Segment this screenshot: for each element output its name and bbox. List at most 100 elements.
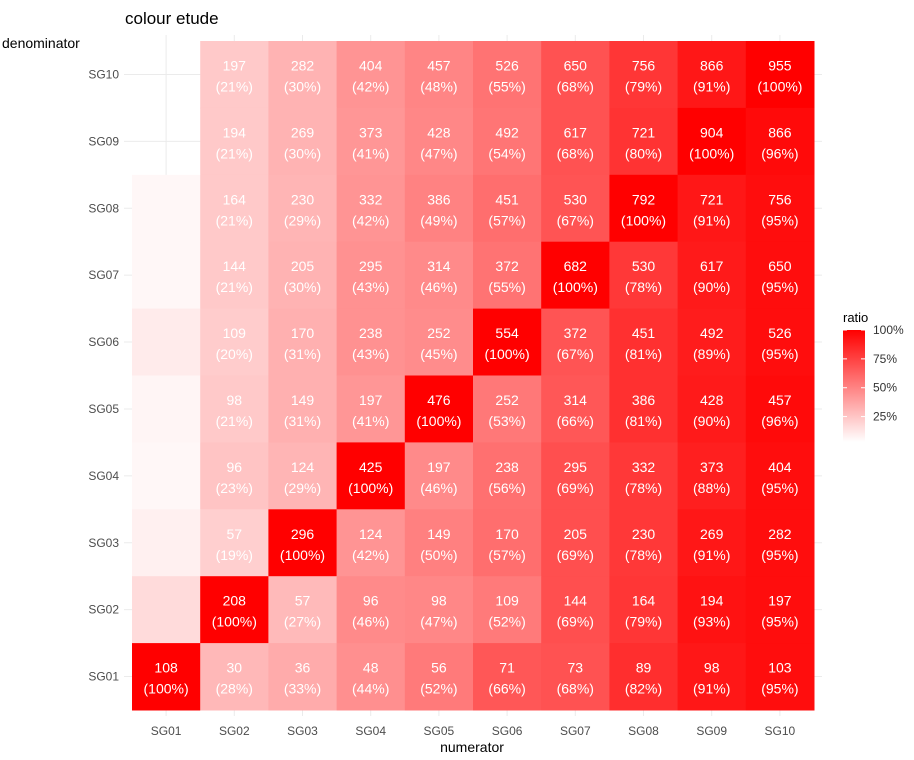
cell-value-label: 457 <box>768 392 792 408</box>
heatmap-cell <box>336 643 406 711</box>
cell-ratio-label: (68%) <box>557 145 594 161</box>
cell-ratio-label: (21%) <box>216 145 253 161</box>
cell-ratio-label: (56%) <box>488 480 525 496</box>
cell-value-label: 451 <box>495 191 519 207</box>
x-tick-label: SG04 <box>355 724 386 738</box>
cell-value-label: 252 <box>427 325 451 341</box>
heatmap-cell <box>677 241 747 310</box>
cell-ratio-label: (50%) <box>420 547 457 563</box>
cell-value-label: 269 <box>700 526 724 542</box>
cell-value-label: 73 <box>568 660 584 676</box>
heatmap-cell <box>541 241 610 310</box>
x-tick-label: SG06 <box>492 724 523 738</box>
cell-value-label: 230 <box>291 191 315 207</box>
cell-value-label: 109 <box>223 325 247 341</box>
heatmap-cell <box>541 41 610 109</box>
x-tick-label: SG03 <box>287 724 318 738</box>
heatmap-cell <box>745 241 815 310</box>
cell-ratio-label: (78%) <box>625 279 662 295</box>
cell-ratio-label: (43%) <box>352 279 389 295</box>
cell-value-label: 230 <box>632 526 656 542</box>
cell-value-label: 373 <box>700 459 724 475</box>
heatmap-cell <box>200 308 269 376</box>
cell-ratio-label: (57%) <box>488 547 525 563</box>
heatmap-cell <box>200 107 269 176</box>
cell-value-label: 650 <box>564 57 588 73</box>
cell-value-label: 428 <box>427 124 451 140</box>
heatmap-cell <box>336 509 406 577</box>
cell-value-label: 208 <box>223 593 247 609</box>
heatmap-cell <box>473 308 542 376</box>
heatmap-cell <box>745 174 815 243</box>
cell-value-label: 721 <box>632 124 656 140</box>
x-tick-label: SG09 <box>696 724 727 738</box>
cell-value-label: 476 <box>427 392 451 408</box>
heatmap-cell <box>200 643 269 711</box>
y-tick-label: SG05 <box>88 402 119 416</box>
heatmap-cell <box>677 576 747 644</box>
heatmap-cell <box>132 442 201 510</box>
cell-value-label: 197 <box>223 57 247 73</box>
cell-ratio-label: (31%) <box>284 346 321 362</box>
cell-value-label: 372 <box>564 325 588 341</box>
cell-ratio-label: (95%) <box>761 212 798 228</box>
x-tick-label: SG05 <box>424 724 455 738</box>
cell-ratio-label: (100%) <box>689 145 734 161</box>
cell-ratio-label: (95%) <box>761 480 798 496</box>
cell-ratio-label: (53%) <box>488 413 525 429</box>
heatmap-cell <box>336 241 406 310</box>
cell-ratio-label: (95%) <box>761 346 798 362</box>
cell-value-label: 252 <box>495 392 519 408</box>
cell-value-label: 144 <box>564 593 588 609</box>
heatmap-cell <box>404 509 474 577</box>
cell-ratio-label: (91%) <box>693 212 730 228</box>
cell-ratio-label: (66%) <box>488 681 525 697</box>
cell-ratio-label: (46%) <box>420 279 457 295</box>
heatmap-cell <box>609 375 679 443</box>
heatmap-cell <box>404 308 474 376</box>
heatmap-cell <box>336 107 406 176</box>
cell-value-label: 530 <box>632 258 656 274</box>
heatmap-cell <box>609 107 679 176</box>
y-tick-label: SG07 <box>88 268 119 282</box>
heatmap-cell <box>268 174 338 243</box>
heatmap-cell <box>200 241 269 310</box>
heatmap-cell <box>200 576 269 644</box>
cell-ratio-label: (28%) <box>216 681 253 697</box>
cell-value-label: 269 <box>291 124 315 140</box>
cell-ratio-label: (29%) <box>284 480 321 496</box>
cell-ratio-label: (93%) <box>693 614 730 630</box>
cell-ratio-label: (55%) <box>488 279 525 295</box>
cell-value-label: 296 <box>291 526 315 542</box>
cell-value-label: 617 <box>700 258 724 274</box>
chart-title: colour etude <box>125 9 219 28</box>
heatmap-cell <box>473 375 542 443</box>
cell-value-label: 96 <box>363 593 379 609</box>
cell-value-label: 194 <box>700 593 724 609</box>
heatmap-cell <box>132 375 201 443</box>
cell-value-label: 108 <box>154 660 178 676</box>
cell-value-label: 650 <box>768 258 792 274</box>
cell-ratio-label: (49%) <box>420 212 457 228</box>
cell-ratio-label: (44%) <box>352 681 389 697</box>
x-tick-label: SG08 <box>628 724 659 738</box>
cell-value-label: 205 <box>564 526 588 542</box>
heatmap-cell <box>473 509 542 577</box>
y-tick-label: SG08 <box>88 201 119 215</box>
heatmap-cell <box>404 442 474 510</box>
cell-ratio-label: (21%) <box>216 78 253 94</box>
cell-ratio-label: (68%) <box>557 681 594 697</box>
cell-value-label: 109 <box>495 593 519 609</box>
cell-value-label: 492 <box>495 124 519 140</box>
heatmap-cell <box>609 576 679 644</box>
heatmap-cell <box>132 308 201 376</box>
cell-ratio-label: (69%) <box>557 547 594 563</box>
heatmap-cell <box>200 174 269 243</box>
x-tick-label: SG10 <box>765 724 796 738</box>
cell-value-label: 149 <box>427 526 451 542</box>
heatmap-cell <box>132 643 201 711</box>
cell-ratio-label: (41%) <box>352 413 389 429</box>
heatmap-cell <box>473 442 542 510</box>
heatmap-cell <box>745 107 815 176</box>
cell-ratio-label: (95%) <box>761 681 798 697</box>
